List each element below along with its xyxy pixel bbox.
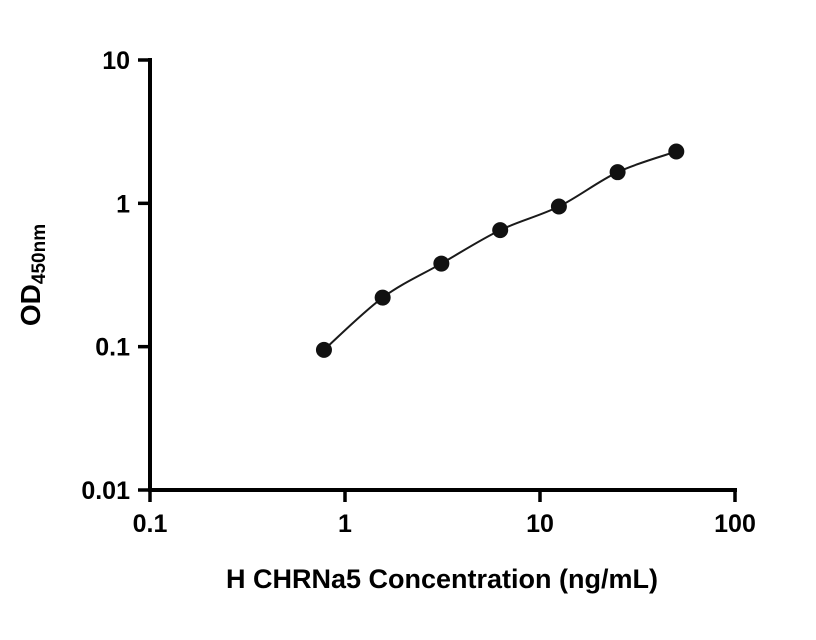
y-axis-title-subscript: 450nm (29, 224, 50, 284)
axes (148, 58, 737, 492)
x-tick-label: 10 (526, 510, 554, 538)
fit-curve-path (323, 150, 677, 351)
fit-curve (323, 150, 677, 351)
x-axis-title: H CHRNa5 Concentration (ng/mL) (226, 564, 658, 594)
data-point (609, 164, 626, 181)
data-point (492, 222, 509, 239)
y-tick-label: 1 (116, 190, 130, 218)
axis-ticks (138, 58, 737, 502)
x-tick-label: 100 (714, 510, 756, 538)
data-point (374, 289, 391, 306)
y-axis-title-main: OD (15, 284, 46, 326)
y-tick-label: 0.1 (95, 334, 130, 362)
data-points (315, 143, 685, 358)
axis-spine (148, 58, 737, 492)
data-point (315, 341, 332, 358)
x-tick-label: 0.1 (133, 510, 168, 538)
x-tick-label: 1 (338, 510, 352, 538)
data-point (668, 143, 685, 160)
y-axis-title: OD450nm (15, 224, 50, 326)
y-tick-label: 0.01 (81, 477, 130, 505)
data-point (550, 198, 567, 215)
data-point (433, 255, 450, 272)
y-tick-label: 10 (102, 47, 130, 75)
